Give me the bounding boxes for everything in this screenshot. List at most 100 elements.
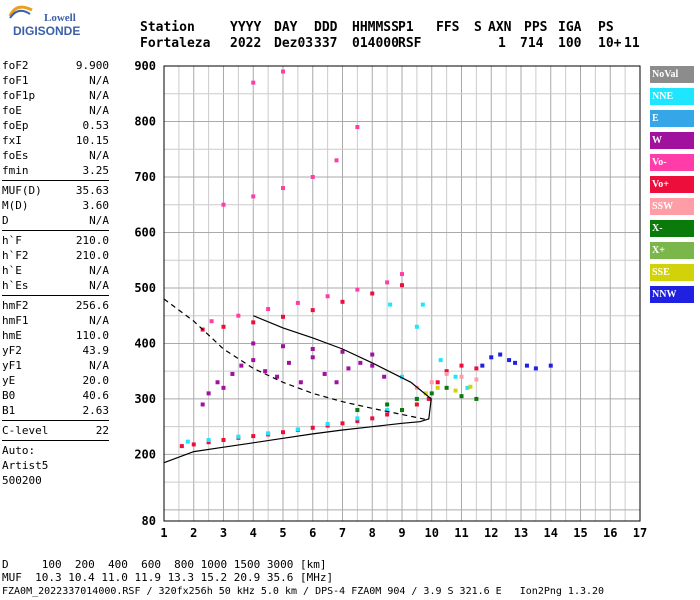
param-value: 9.900 bbox=[75, 59, 109, 72]
param-name: h`F bbox=[2, 234, 22, 247]
param-value: 35.63 bbox=[75, 184, 109, 197]
data-point-vo- bbox=[281, 314, 285, 319]
data-point-vo- bbox=[355, 419, 360, 424]
data-point-x- bbox=[459, 394, 464, 399]
data-point-w bbox=[215, 380, 220, 385]
param-name: foE bbox=[2, 104, 22, 117]
param-value: N/A bbox=[89, 214, 109, 227]
param-value: 210.0 bbox=[75, 234, 109, 247]
param-row: yE 20.0 bbox=[2, 373, 109, 388]
param-value: 0.53 bbox=[82, 119, 110, 132]
param-value: 43.9 bbox=[82, 344, 110, 357]
data-point-nnw bbox=[533, 366, 538, 371]
param-row: D N/A bbox=[2, 213, 109, 228]
data-point-vo- bbox=[444, 369, 449, 374]
data-point-w bbox=[346, 366, 351, 371]
data-point-vo- bbox=[435, 380, 440, 385]
header-label-10: IGA bbox=[558, 20, 582, 35]
legend-item-vo-: Vo- bbox=[650, 154, 694, 171]
legend-item-sse: SSE bbox=[650, 264, 694, 281]
data-point-vo- bbox=[400, 283, 404, 288]
param-value: N/A bbox=[89, 149, 109, 162]
legend-item-nne: NNE bbox=[650, 88, 694, 105]
data-point-w bbox=[286, 360, 291, 365]
data-point-vo- bbox=[310, 308, 315, 313]
data-point-nne bbox=[438, 358, 443, 363]
x-tick-label: 10 bbox=[425, 526, 439, 540]
data-point-w bbox=[206, 391, 211, 396]
header-label-11: PS bbox=[598, 20, 614, 35]
param-divider bbox=[2, 440, 109, 441]
data-point-w bbox=[221, 385, 226, 390]
data-point-x- bbox=[414, 396, 419, 401]
data-point-sse bbox=[468, 384, 473, 389]
data-point-vo- bbox=[370, 291, 375, 296]
data-point-w bbox=[298, 380, 303, 385]
header-value-9: 10+ bbox=[598, 36, 622, 51]
data-point-nne bbox=[414, 324, 419, 329]
x-tick-label: 17 bbox=[633, 526, 647, 540]
digisonde-logo: Lowell DIGISONDE bbox=[4, 4, 94, 44]
param-divider bbox=[2, 230, 109, 231]
logo-top-text: Lowell bbox=[44, 12, 76, 24]
param-name: foF2 bbox=[2, 59, 29, 72]
param-name: h`F2 bbox=[2, 249, 29, 262]
header-label-1: YYYY bbox=[230, 20, 262, 35]
header-label-4: HHMMSS bbox=[352, 20, 399, 35]
data-point-nne bbox=[400, 374, 404, 379]
x-tick-label: 8 bbox=[369, 526, 376, 540]
data-point-nnw bbox=[507, 358, 512, 363]
x-tick-label: 1 bbox=[160, 526, 167, 540]
data-point-nnw bbox=[548, 363, 553, 368]
data-point-x- bbox=[444, 385, 449, 390]
param-value: N/A bbox=[89, 74, 109, 87]
param-row: fmin 3.25 bbox=[2, 163, 109, 178]
y-tick-label: 80 bbox=[142, 514, 156, 528]
legend-item-x-: X- bbox=[650, 220, 694, 237]
param-name: Auto: bbox=[2, 444, 36, 457]
data-point-vo- bbox=[340, 299, 345, 304]
param-name: foF1p bbox=[2, 89, 36, 102]
param-value: N/A bbox=[89, 89, 109, 102]
param-row: foE N/A bbox=[2, 103, 109, 118]
param-row: B1 2.63 bbox=[2, 403, 109, 418]
data-point-nne bbox=[388, 302, 393, 307]
param-name: D bbox=[2, 214, 9, 227]
param-name: fxI bbox=[2, 134, 22, 147]
param-row: h`E N/A bbox=[2, 263, 109, 278]
param-name: hmE bbox=[2, 329, 22, 342]
param-row: yF2 43.9 bbox=[2, 343, 109, 358]
legend-item-noval: NoVal bbox=[650, 66, 694, 83]
plot-frame bbox=[163, 65, 641, 522]
param-row: yF1 N/A bbox=[2, 358, 109, 373]
param-row: hmF2 256.6 bbox=[2, 298, 109, 313]
x-tick-label: 14 bbox=[544, 526, 558, 540]
param-value: 256.6 bbox=[75, 299, 109, 312]
data-point-vo- bbox=[281, 430, 285, 435]
header-value-4: 014000 bbox=[352, 36, 399, 51]
data-point-vo- bbox=[266, 307, 271, 312]
param-row: foEp 0.53 bbox=[2, 118, 109, 133]
y-tick-label: 800 bbox=[134, 114, 156, 128]
param-divider bbox=[2, 180, 109, 181]
legend-item-nnw: NNW bbox=[650, 286, 694, 303]
data-point-sse bbox=[423, 391, 428, 396]
data-point-vo- bbox=[281, 69, 285, 74]
data-point-ssw bbox=[474, 377, 479, 382]
param-value: N/A bbox=[89, 314, 109, 327]
header-value-1: 2022 bbox=[230, 36, 262, 51]
data-point-nne bbox=[355, 416, 360, 421]
header-value-0: Fortaleza bbox=[140, 36, 211, 51]
data-point-vo- bbox=[221, 202, 226, 207]
data-point-ssw bbox=[459, 374, 464, 379]
data-point-vo- bbox=[251, 434, 256, 439]
header-label-0: Station bbox=[140, 20, 195, 35]
param-name: 500200 bbox=[2, 474, 42, 487]
param-row: h`F 210.0 bbox=[2, 233, 109, 248]
x-tick-label: 12 bbox=[484, 526, 498, 540]
data-point-vo- bbox=[426, 396, 431, 401]
param-value: 110.0 bbox=[75, 329, 109, 342]
param-row: hmF1 N/A bbox=[2, 313, 109, 328]
data-point-x- bbox=[355, 408, 360, 413]
param-value: 20.0 bbox=[82, 374, 110, 387]
